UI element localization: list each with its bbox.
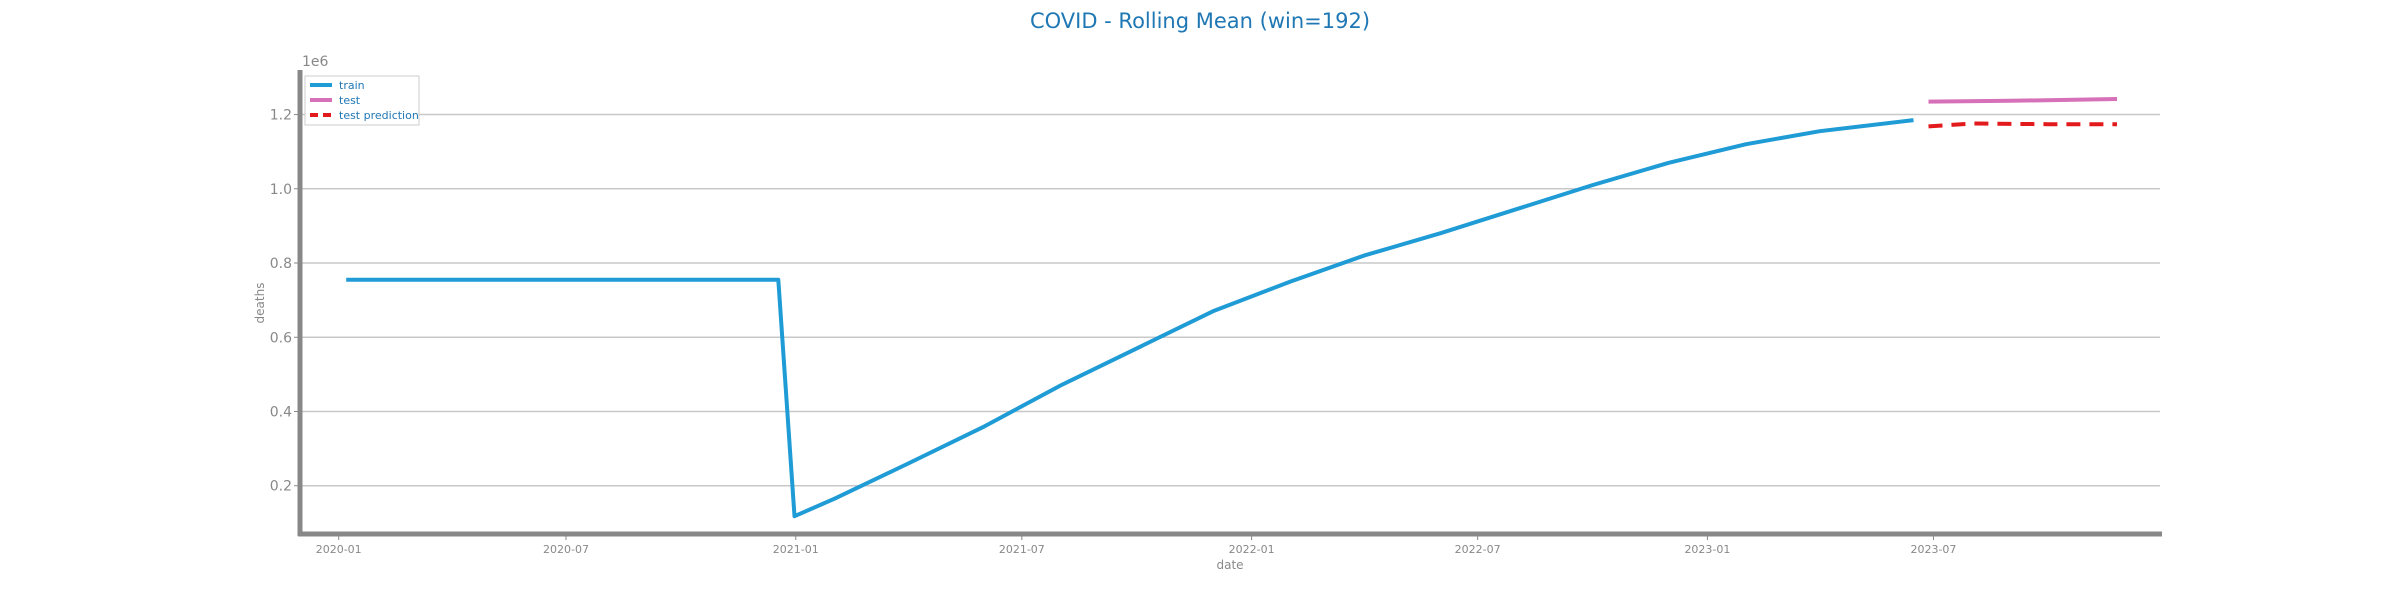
series-line-test <box>1928 97 2118 104</box>
x-tick-label: 2020-01 <box>316 543 362 556</box>
legend-label-test-prediction: test prediction <box>339 109 419 122</box>
y-tick-label: 1.0 <box>270 182 292 198</box>
series-line-test-prediction <box>1928 121 2117 129</box>
axis-ticks: 0.2 0.4 0.6 0.8 1.0 1.2 2020-01 2020-07 2021-01 2… <box>270 108 1957 556</box>
x-tick-label: 2022-07 <box>1455 543 1501 556</box>
chart-title: COVID - Rolling Mean (win=192) <box>1030 9 1370 33</box>
x-tick-label: 2020-07 <box>543 543 589 556</box>
y-tick-label: 0.4 <box>270 405 292 421</box>
x-tick-label: 2023-07 <box>1910 543 1956 556</box>
legend: train test test prediction <box>304 75 420 126</box>
x-axis-label: date <box>1216 558 1243 572</box>
y-axis-label: deaths <box>253 283 267 324</box>
x-tick-label: 2023-01 <box>1684 543 1730 556</box>
series-line-train <box>346 118 1914 519</box>
y-tick-label: 0.2 <box>270 479 292 495</box>
y-tick-label: 0.6 <box>270 330 292 346</box>
legend-label-train: train <box>339 79 365 92</box>
y-multiplier-label: 1e6 <box>302 54 329 70</box>
legend-label-test: test <box>339 94 361 107</box>
series-lines <box>346 97 2118 519</box>
x-tick-label: 2021-01 <box>773 543 819 556</box>
y-tick-label: 0.8 <box>270 256 292 272</box>
grid-lines <box>300 113 2160 487</box>
y-tick-label: 1.2 <box>270 108 292 124</box>
x-tick-label: 2022-01 <box>1229 543 1275 556</box>
x-tick-label: 2021-07 <box>999 543 1045 556</box>
